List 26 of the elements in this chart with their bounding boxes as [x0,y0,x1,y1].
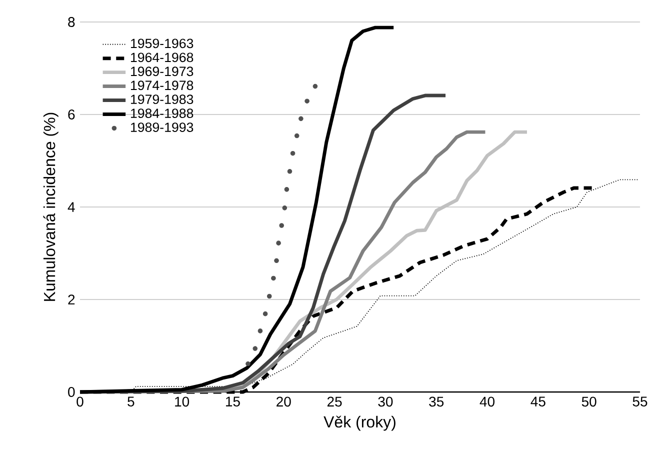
x-tick-label: 15 [226,396,240,406]
y-axis-title: Kumulovaná incidence (%) [43,112,58,301]
y-tick-label: 0 [68,387,75,397]
x-tick-label: 0 [76,396,84,407]
y-tick-label: 2 [68,294,75,304]
x-tick-label: 45 [530,396,546,406]
x-axis-title: Věk (roky) [324,416,396,431]
x-tick-label: 10 [175,396,190,407]
x-tick-label: 25 [327,396,342,407]
x-tick-label: 40 [480,396,494,407]
legend-label: 1969-1973 [130,66,194,76]
legend-label: 1964-1968 [130,52,194,62]
legend-label: 1974-1978 [130,80,194,90]
x-tick-label: 30 [378,396,393,407]
legend-label: 1979-1983 [130,94,194,104]
y-tick-label: 8 [68,17,75,27]
y-tick-label: 4 [68,202,75,212]
y-tick-label: 6 [68,110,75,120]
legend-label: 1959-1963 [130,38,194,48]
x-tick-label: 35 [429,396,444,407]
x-tick-label: 55 [632,396,648,406]
x-tick-label: 5 [128,396,134,406]
x-tick-label: 50 [582,396,596,407]
x-tick-label: 20 [276,396,291,407]
legend-label: 1984-1988 [130,108,194,118]
legend-label: 1989-1993 [130,122,194,132]
